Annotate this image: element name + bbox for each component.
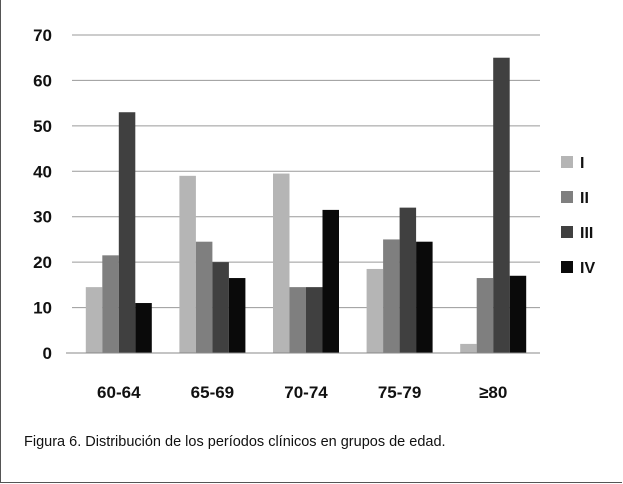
legend-swatch-i	[561, 156, 573, 168]
bar-iii-4	[493, 57, 510, 353]
bar-iii-3	[399, 207, 417, 353]
bar-i-1	[179, 175, 196, 353]
y-tick-label: 20	[33, 253, 52, 272]
y-tick-label: 40	[33, 162, 52, 181]
bar-ii-0	[102, 255, 119, 353]
y-tick-label: 60	[33, 71, 52, 90]
bar-ii-1	[195, 241, 213, 353]
bar-iv-4	[509, 275, 527, 353]
bar-iv-0	[135, 303, 152, 353]
legend-label-i: I	[580, 155, 584, 172]
y-tick-label: 70	[33, 26, 52, 45]
bar-ii-4	[476, 278, 494, 353]
bar-i-0	[85, 287, 103, 353]
bar-i-4	[460, 343, 477, 353]
figure-caption: Figura 6. Distribución de los períodos c…	[24, 434, 446, 450]
y-tick-label: 50	[33, 117, 52, 136]
bar-iii-2	[306, 287, 323, 353]
bar-iv-1	[228, 278, 246, 353]
bar-ii-3	[383, 239, 400, 353]
x-category-label: 60-64	[97, 383, 141, 402]
legend-swatch-iv	[561, 261, 573, 273]
x-axis-category-labels: 60-64 65-69 70-74 75-79 ≥80	[97, 383, 507, 402]
legend-label-ii: II	[580, 190, 589, 207]
bar-i-3	[366, 268, 384, 353]
legend-swatch-iii	[561, 226, 573, 238]
x-category-label: 75-79	[378, 383, 421, 402]
legend-label-iii: III	[580, 225, 593, 242]
bar-iii-1	[212, 262, 229, 353]
x-category-label: 70-74	[284, 383, 328, 402]
x-category-label: ≥80	[479, 383, 507, 402]
y-axis-tick-labels: 0 10 20 30 40 50 60 70	[33, 26, 52, 363]
legend-label-iv: IV	[580, 260, 595, 277]
legend-swatch-ii	[561, 191, 573, 203]
bars	[85, 57, 527, 353]
y-tick-label: 30	[33, 208, 52, 227]
y-tick-label: 0	[43, 344, 52, 363]
x-category-label: 65-69	[191, 383, 234, 402]
bar-i-2	[273, 173, 290, 353]
bar-iii-0	[118, 112, 136, 353]
y-tick-label: 10	[33, 299, 52, 318]
bar-ii-2	[289, 287, 306, 353]
bar-iv-3	[416, 241, 433, 353]
bar-iv-2	[322, 209, 339, 353]
gridlines	[72, 34, 540, 309]
